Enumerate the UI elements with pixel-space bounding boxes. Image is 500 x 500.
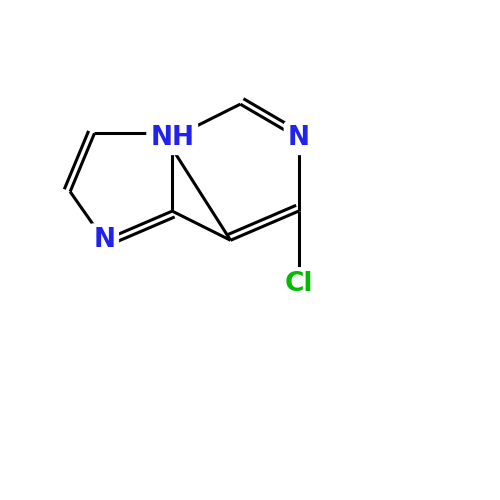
Text: N: N xyxy=(93,228,115,254)
Text: Cl: Cl xyxy=(284,271,313,297)
Text: N: N xyxy=(288,125,310,151)
Text: NH: NH xyxy=(150,125,194,151)
